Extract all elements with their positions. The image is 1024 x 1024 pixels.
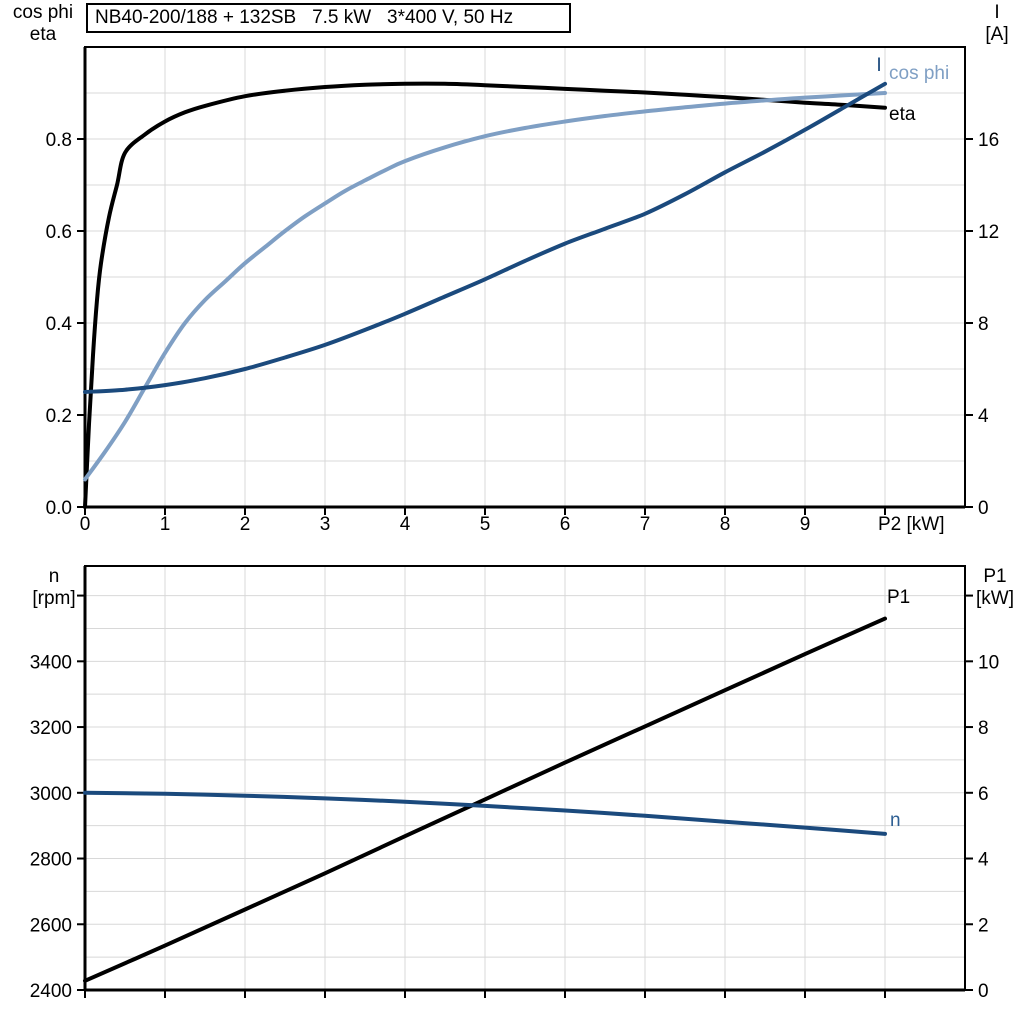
y-right-tick-label: 8 bbox=[978, 314, 989, 335]
I-curve bbox=[83, 81, 887, 394]
y-right-tick-label: 16 bbox=[978, 130, 999, 151]
axis-title-p1-unit: [kW] bbox=[976, 588, 1014, 609]
x-tick-label: 0 bbox=[80, 514, 91, 535]
chart-title-box: NB40-200/188 + 132SB 7.5 kW 3*400 V, 50 … bbox=[86, 3, 571, 33]
n-curve bbox=[83, 790, 887, 836]
plot-frame bbox=[84, 565, 966, 991]
y-left-tick-label: 0.6 bbox=[46, 222, 72, 243]
x-tick-label: 4 bbox=[400, 514, 411, 535]
y-right-tick-label: 8 bbox=[978, 718, 989, 739]
axis-title-p1: P1 bbox=[983, 566, 1007, 587]
axis-title-speed-unit: [rpm] bbox=[32, 588, 76, 609]
axis-title-speed: n bbox=[48, 566, 60, 587]
y-right-tick-label: 4 bbox=[978, 406, 989, 427]
y-left-tick-label: 0.4 bbox=[46, 314, 73, 335]
cos-phi-curve bbox=[83, 91, 887, 482]
y-left-tick-label: 3000 bbox=[30, 784, 72, 805]
y-right-tick-label: 2 bbox=[978, 915, 989, 936]
x-tick-label: 3 bbox=[320, 514, 331, 535]
y-left-tick-label: 2800 bbox=[30, 850, 72, 871]
x-tick-label: 5 bbox=[480, 514, 491, 535]
curve-label-n: n bbox=[890, 810, 901, 831]
axis-title-current-unit: [A] bbox=[985, 24, 1009, 45]
y-right-tick-label: 0 bbox=[978, 498, 989, 519]
y-right-tick-label: 12 bbox=[978, 222, 999, 243]
y-left-tick-label: 0.8 bbox=[46, 130, 72, 151]
y-left-tick-label: 0.0 bbox=[46, 498, 72, 519]
bottom-left-axis-title: n [rpm] bbox=[14, 566, 94, 610]
top-right-axis-title: I [A] bbox=[972, 2, 1022, 46]
x-axis-label: P2 [kW] bbox=[878, 514, 945, 535]
x-tick-label: 7 bbox=[640, 514, 651, 535]
axis-title-cos-phi: cos phi bbox=[12, 2, 74, 23]
y-right-tick-label: 0 bbox=[978, 981, 989, 1002]
eta-curve bbox=[83, 81, 887, 509]
bottom-chart: 2400 2600 2800 3000 3200 3400 0 2 4 6 8 10 P1 n bbox=[30, 565, 999, 1002]
y-right-tick-label: 6 bbox=[978, 784, 989, 805]
curve-label-eta: eta bbox=[889, 104, 916, 125]
y-left-tick-label: 2600 bbox=[30, 915, 72, 936]
curve-label-cos-phi: cos phi bbox=[889, 63, 949, 84]
y-left-tick-label: 2400 bbox=[30, 981, 72, 1002]
y-left-tick-label: 3200 bbox=[30, 718, 72, 739]
x-tick-label: 8 bbox=[720, 514, 731, 535]
x-tick-label: 2 bbox=[240, 514, 251, 535]
axis-title-current: I bbox=[994, 2, 1000, 23]
bottom-right-axis-title: P1 [kW] bbox=[966, 566, 1024, 610]
x-tick-label: 1 bbox=[160, 514, 171, 535]
curve-label-I: I bbox=[876, 55, 881, 76]
top-left-axis-title: cos phi eta bbox=[2, 2, 84, 46]
x-tick-label: 6 bbox=[560, 514, 571, 535]
y-right-tick-label: 10 bbox=[978, 652, 999, 673]
P1-curve bbox=[83, 616, 887, 983]
y-left-tick-label: 3400 bbox=[30, 652, 72, 673]
y-left-tick-label: 0.2 bbox=[46, 406, 72, 427]
y-right-tick-label: 4 bbox=[978, 850, 989, 871]
curve-label-P1: P1 bbox=[887, 587, 910, 608]
x-tick-label: 9 bbox=[800, 514, 811, 535]
axis-title-eta: eta bbox=[29, 24, 57, 45]
